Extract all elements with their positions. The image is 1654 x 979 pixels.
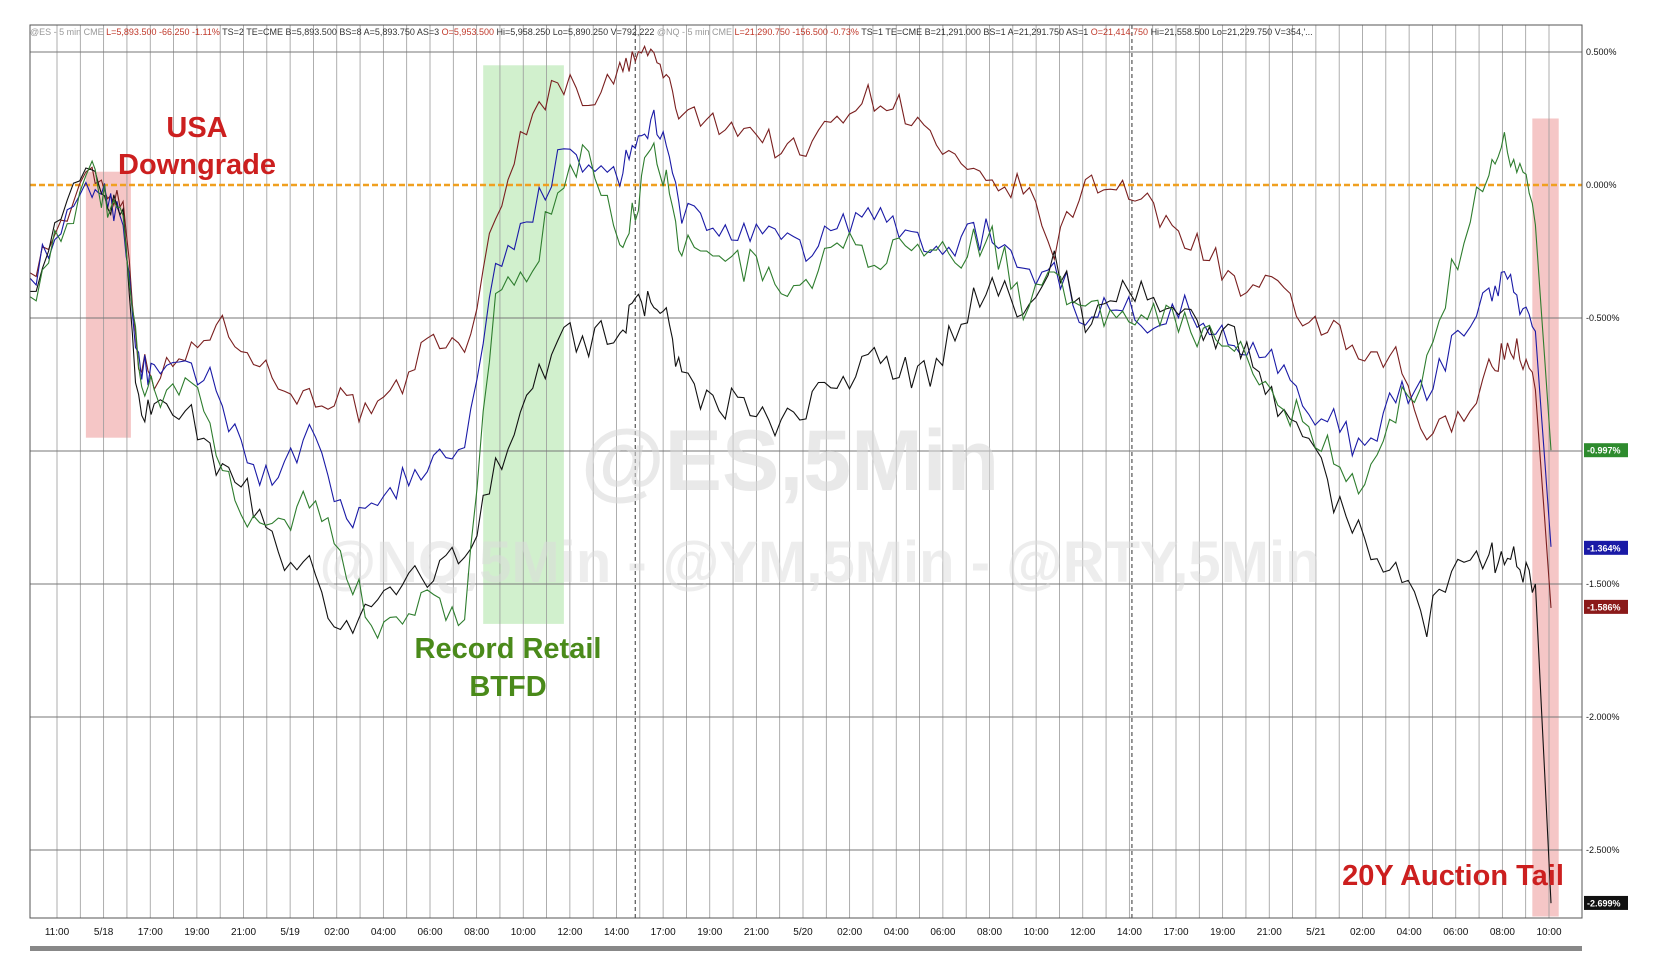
end-label-text: -1.586% <box>1587 602 1621 612</box>
watermark: @ES,5Min @NQ,5Min - @YM,5Min - @RTY,5Min <box>319 413 1320 595</box>
axes: 11:00 5/18 17:00 19:00 21:00 5/19 02:00 04:00 06… <box>29 24 1620 951</box>
x-tick-label: 02:00 <box>324 927 349 938</box>
annotations: USA Downgrade Record Retail BTFD 20Y Auction… <box>118 112 1564 892</box>
end-label-rty: -0.997% <box>1584 443 1628 458</box>
y-tick-label: -0.500% <box>1586 313 1620 323</box>
x-tick-label: 08:00 <box>977 927 1002 938</box>
x-tick-label: 19:00 <box>697 927 722 938</box>
x-tick-label: 12:00 <box>557 927 582 938</box>
series-ym <box>29 167 1552 904</box>
end-label-ym: -2.699% <box>1584 895 1628 910</box>
grid <box>30 25 1582 918</box>
end-label-es: -1.586% <box>1584 599 1628 614</box>
header-segment: TS=2 TE=CME B=5,893.500 BS=8 A=5,893.750… <box>222 27 442 37</box>
x-tick-label: 11:00 <box>45 927 70 938</box>
x-tick-label: 21:00 <box>231 927 256 938</box>
end-label-bg <box>1584 599 1628 614</box>
header-segment: O=5,953.500 <box>442 27 497 37</box>
x-tick-label: 14:00 <box>1117 927 1142 938</box>
end-label-text: -0.997% <box>1587 446 1621 456</box>
annotation-retail-line1: Record Retail <box>415 633 602 665</box>
x-tick-label: 06:00 <box>1443 927 1468 938</box>
x-tick-label: 02:00 <box>837 927 862 938</box>
header-segment: TS=1 TE=CME B=21,291.000 BS=1 A=21,291.7… <box>861 27 1091 37</box>
header-segment: @NQ - 5 min CME <box>657 27 735 37</box>
watermark-main: @ES,5Min <box>581 413 999 509</box>
y-tick-label: -1.500% <box>1586 579 1620 589</box>
series-nq <box>29 109 1552 547</box>
end-label-nq: -1.364% <box>1584 540 1628 555</box>
x-tick-label: 10:00 <box>1024 927 1049 938</box>
header-segment: O=21,414.750 <box>1091 27 1151 37</box>
y-tick-label: 0.000% <box>1586 180 1617 190</box>
header-segment: L=21,290.750 -156.500 -0.73% <box>735 27 862 37</box>
end-label-bg <box>1584 443 1628 458</box>
end-label-text: -1.364% <box>1587 543 1621 553</box>
end-label-text: -2.699% <box>1587 898 1621 908</box>
x-tick-label: 08:00 <box>1490 927 1515 938</box>
watermark-secondary: @NQ,5Min - @YM,5Min - @RTY,5Min <box>319 530 1320 595</box>
series-rty <box>29 132 1552 640</box>
end-label-bg <box>1584 895 1628 910</box>
x-tick-label: 04:00 <box>371 927 396 938</box>
header-bar: @ES - 5 min CME L=5,893.500 -66.250 -1.1… <box>30 27 1313 37</box>
x-tick-label: 06:00 <box>417 927 442 938</box>
annotation-downgrade-line2: Downgrade <box>118 149 276 181</box>
end-label-bg <box>1584 540 1628 555</box>
x-tick-label: 04:00 <box>884 927 909 938</box>
x-tick-label: 17:00 <box>1163 927 1188 938</box>
y-tick-label: -2.500% <box>1586 845 1620 855</box>
x-tick-label: 14:00 <box>604 927 629 938</box>
header-segment: L=5,893.500 -66.250 -1.11% <box>106 27 222 37</box>
header-segment: Hi=5,958.250 Lo=5,890.250 V=792,222 <box>496 27 656 37</box>
series-es <box>29 44 1552 608</box>
x-tick-label: 12:00 <box>1070 927 1095 938</box>
x-tick-label: 19:00 <box>1210 927 1235 938</box>
y-tick-label: 0.500% <box>1586 47 1617 57</box>
x-tick-label: 02:00 <box>1350 927 1375 938</box>
x-tick-label: 17:00 <box>651 927 676 938</box>
x-tick-label: 21:00 <box>1257 927 1282 938</box>
end-labels: -0.997% -1.364% -1.586% -2.699% <box>1584 443 1628 910</box>
x-tick-label: 5/20 <box>793 927 813 938</box>
header-segment: @ES - 5 min CME <box>30 27 106 37</box>
y-tick-label: -2.000% <box>1586 712 1620 722</box>
plot-frame <box>29 24 1583 919</box>
series-lines <box>29 44 1552 904</box>
header-segment: Hi=21,558.500 Lo=21,229.750 V=354,'... <box>1151 27 1313 37</box>
x-tick-label: 5/21 <box>1306 927 1326 938</box>
x-tick-label: 5/19 <box>280 927 300 938</box>
annotation-retail-line2: BTFD <box>469 671 546 703</box>
x-tick-label: 19:00 <box>184 927 209 938</box>
x-tick-label: 06:00 <box>930 927 955 938</box>
x-tick-label: 10:00 <box>1536 927 1561 938</box>
annotation-auction: 20Y Auction Tail <box>1342 860 1564 892</box>
x-tick-label: 04:00 <box>1397 927 1422 938</box>
header-quote-line: @ES - 5 min CME L=5,893.500 -66.250 -1.1… <box>30 27 1313 37</box>
x-tick-label: 10:00 <box>511 927 536 938</box>
x-tick-label: 21:00 <box>744 927 769 938</box>
x-tick-label: 5/18 <box>94 927 114 938</box>
annotation-downgrade-line1: USA <box>166 112 227 144</box>
scroll-bar <box>30 946 1582 951</box>
x-tick-label: 08:00 <box>464 927 489 938</box>
x-tick-label: 17:00 <box>138 927 163 938</box>
